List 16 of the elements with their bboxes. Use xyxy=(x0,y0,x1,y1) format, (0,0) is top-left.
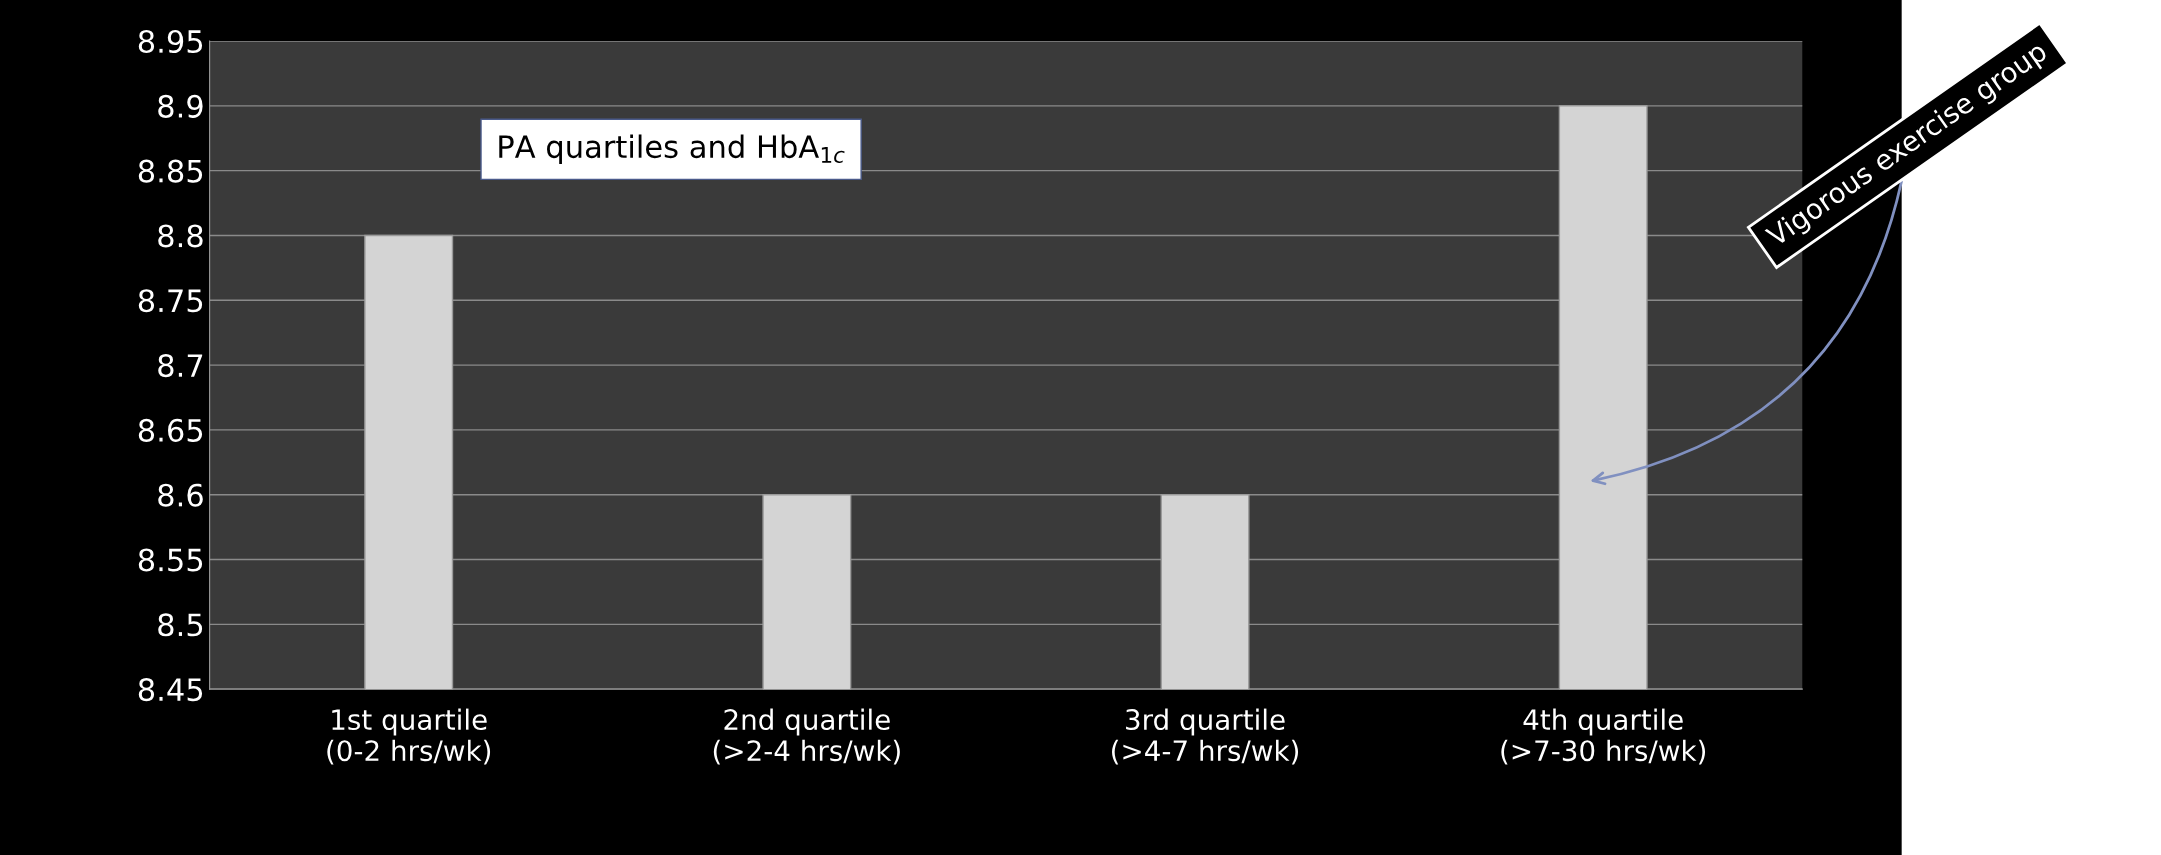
y-tick-label: 8.6 xyxy=(158,483,203,507)
y-tick-label: 8.75 xyxy=(138,289,203,313)
y-tick-label: 8.45 xyxy=(138,678,203,702)
y-tick-label: 8.85 xyxy=(138,159,203,183)
x-tick-label: 4th quartile (>7-30 hrs/wk) xyxy=(1501,708,1706,765)
y-tick-label: 8.9 xyxy=(158,94,203,118)
x-tick-label: 2nd quartile (>2-4 hrs/wk) xyxy=(713,708,900,765)
y-tick-label: 8.5 xyxy=(158,613,203,637)
text: PA quartiles and HbA$_{1c}$ xyxy=(499,134,845,165)
x-tick-label: 1st quartile (0-2 hrs/wk) xyxy=(327,708,491,765)
y-tick-label: 8.55 xyxy=(138,548,203,572)
y-tick-label: 8.65 xyxy=(138,418,203,442)
y-tick-label: 8.7 xyxy=(158,354,203,378)
x-tick-label: 3rd quartile (>4-7 hrs/wk) xyxy=(1112,708,1299,765)
y-tick-label: 8.8 xyxy=(158,224,203,248)
y-tick-label: 8.95 xyxy=(138,29,203,54)
